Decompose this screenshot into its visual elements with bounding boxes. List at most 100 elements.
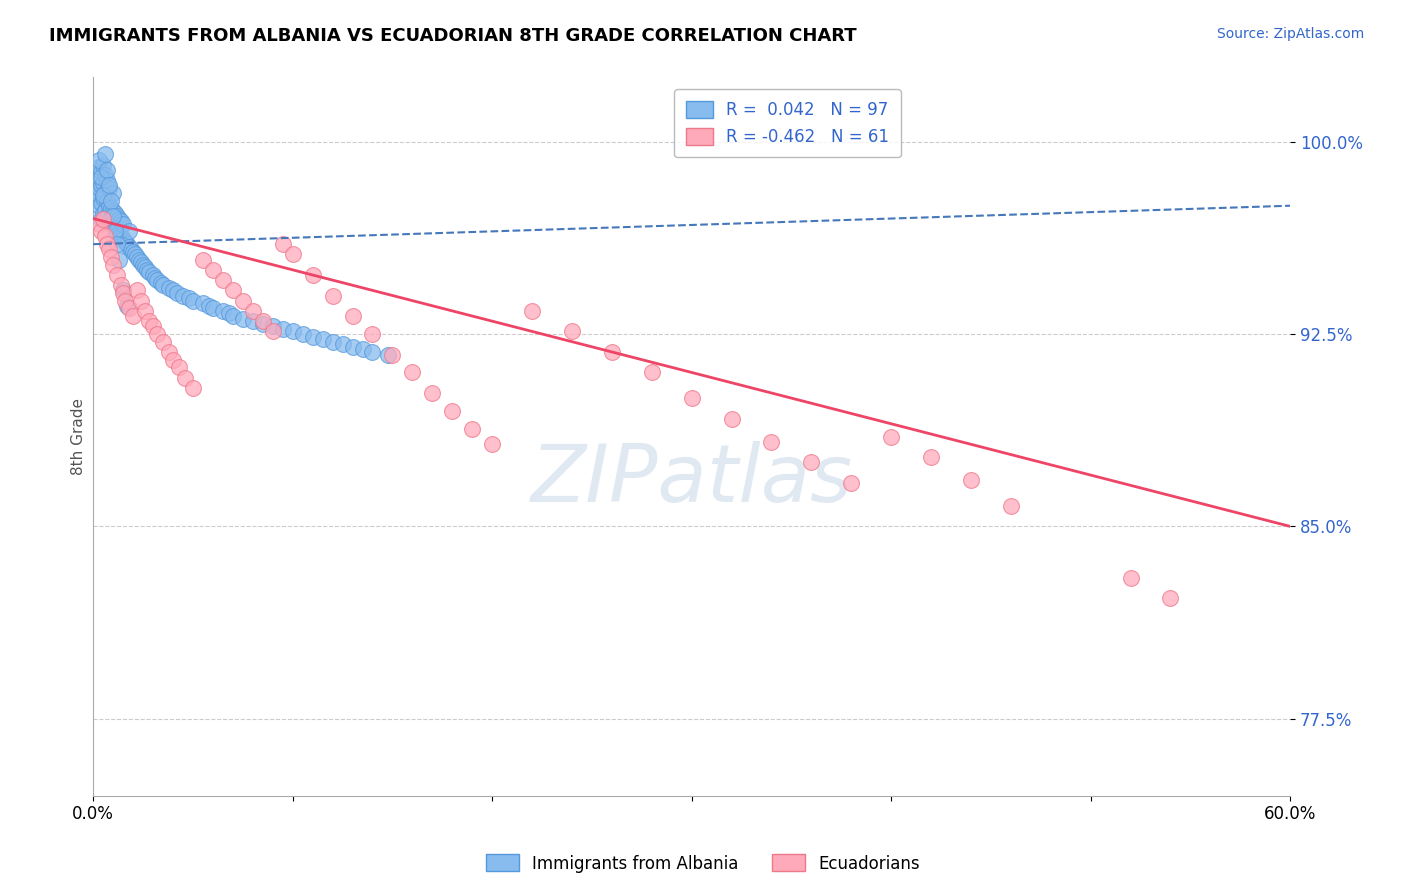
- Point: [122, 244, 145, 259]
- Point: [232, 311, 254, 326]
- Point: [281, 325, 304, 339]
- Point: [125, 284, 148, 298]
- Point: [98, 180, 121, 194]
- Text: Source: ZipAtlas.com: Source: ZipAtlas.com: [1216, 27, 1364, 41]
- Point: [112, 232, 135, 246]
- Point: [520, 304, 543, 318]
- Point: [201, 301, 224, 316]
- Point: [212, 273, 235, 287]
- Point: [761, 434, 783, 449]
- Point: [152, 278, 174, 293]
- Point: [361, 326, 384, 341]
- Point: [110, 229, 132, 244]
- Point: [96, 162, 118, 177]
- Point: [322, 334, 344, 349]
- Point: [115, 237, 138, 252]
- Point: [91, 206, 114, 220]
- Point: [90, 196, 112, 211]
- Point: [720, 411, 742, 425]
- Point: [1000, 499, 1022, 513]
- Point: [352, 343, 374, 357]
- Point: [181, 381, 204, 395]
- Point: [108, 211, 131, 226]
- Point: [138, 265, 160, 279]
- Point: [90, 170, 112, 185]
- Point: [681, 391, 703, 405]
- Point: [143, 270, 166, 285]
- Point: [100, 217, 122, 231]
- Point: [142, 319, 165, 334]
- Point: [301, 329, 323, 343]
- Point: [96, 209, 118, 223]
- Point: [98, 199, 121, 213]
- Point: [105, 268, 128, 282]
- Point: [112, 284, 135, 298]
- Point: [86, 191, 108, 205]
- Point: [91, 211, 114, 226]
- Point: [291, 326, 314, 341]
- Point: [146, 326, 169, 341]
- Point: [177, 291, 200, 305]
- Point: [105, 224, 128, 238]
- Point: [89, 217, 111, 231]
- Point: [120, 243, 142, 257]
- Point: [104, 224, 127, 238]
- Point: [960, 473, 983, 487]
- Point: [242, 314, 264, 328]
- Legend: Immigrants from Albania, Ecuadorians: Immigrants from Albania, Ecuadorians: [479, 847, 927, 880]
- Point: [311, 332, 333, 346]
- Point: [108, 227, 131, 241]
- Point: [800, 455, 823, 469]
- Point: [262, 325, 284, 339]
- Point: [100, 194, 122, 208]
- Point: [94, 168, 117, 182]
- Point: [108, 252, 131, 267]
- Point: [401, 366, 423, 380]
- Point: [112, 285, 135, 300]
- Point: [146, 273, 169, 287]
- Point: [98, 243, 121, 257]
- Point: [94, 186, 117, 200]
- Point: [101, 258, 124, 272]
- Point: [100, 201, 122, 215]
- Point: [361, 345, 384, 359]
- Point: [600, 345, 623, 359]
- Point: [641, 366, 664, 380]
- Point: [218, 306, 240, 320]
- Point: [118, 224, 141, 238]
- Point: [1159, 591, 1181, 606]
- Point: [381, 347, 404, 361]
- Point: [128, 252, 150, 267]
- Point: [96, 194, 118, 208]
- Point: [880, 429, 903, 443]
- Point: [332, 337, 354, 351]
- Point: [110, 214, 132, 228]
- Point: [110, 278, 132, 293]
- Point: [138, 314, 160, 328]
- Point: [222, 284, 245, 298]
- Point: [252, 317, 274, 331]
- Point: [98, 214, 121, 228]
- Point: [167, 360, 190, 375]
- Point: [101, 219, 124, 234]
- Point: [125, 250, 148, 264]
- Y-axis label: 8th Grade: 8th Grade: [72, 398, 86, 475]
- Point: [152, 334, 174, 349]
- Point: [420, 386, 443, 401]
- Point: [461, 422, 484, 436]
- Point: [112, 217, 135, 231]
- Point: [212, 304, 235, 318]
- Point: [201, 263, 224, 277]
- Point: [281, 247, 304, 261]
- Point: [100, 250, 122, 264]
- Point: [157, 281, 180, 295]
- Point: [89, 160, 111, 174]
- Point: [174, 370, 197, 384]
- Point: [89, 153, 111, 167]
- Point: [134, 260, 156, 275]
- Point: [191, 252, 214, 267]
- Point: [91, 176, 114, 190]
- Point: [252, 314, 274, 328]
- Point: [105, 237, 128, 252]
- Point: [301, 268, 323, 282]
